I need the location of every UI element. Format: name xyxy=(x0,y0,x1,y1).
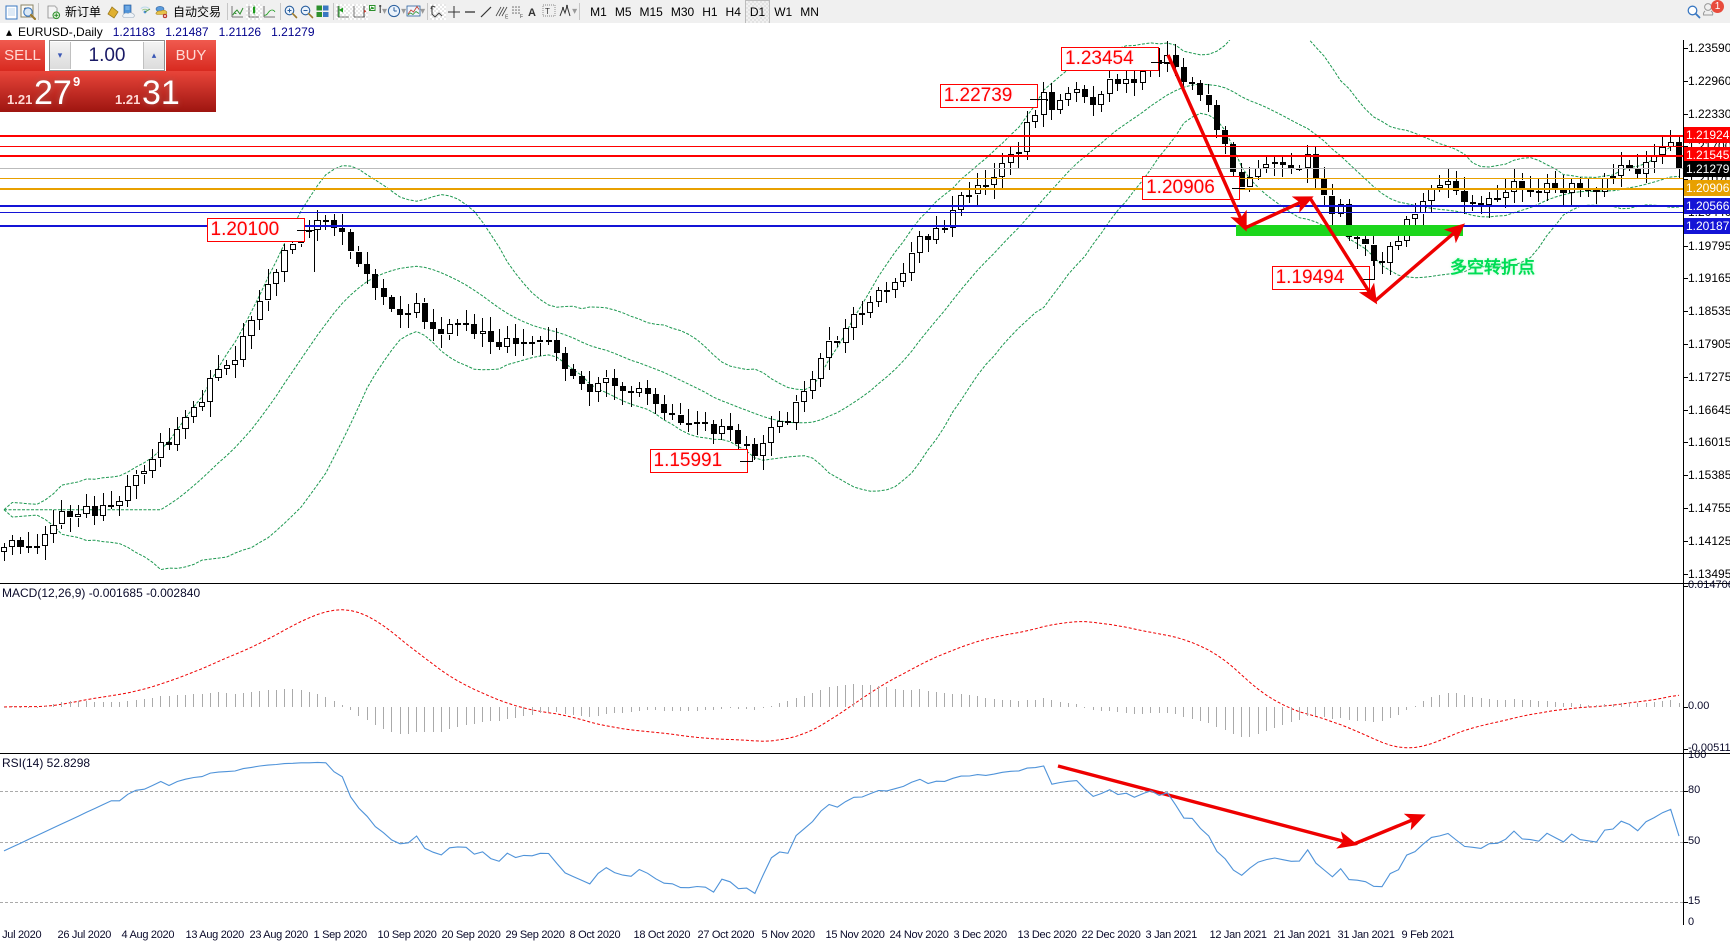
svg-text:T: T xyxy=(545,7,550,16)
svg-text:E: E xyxy=(505,14,509,20)
svg-text:F: F xyxy=(520,14,523,20)
svg-text:A: A xyxy=(528,7,536,19)
